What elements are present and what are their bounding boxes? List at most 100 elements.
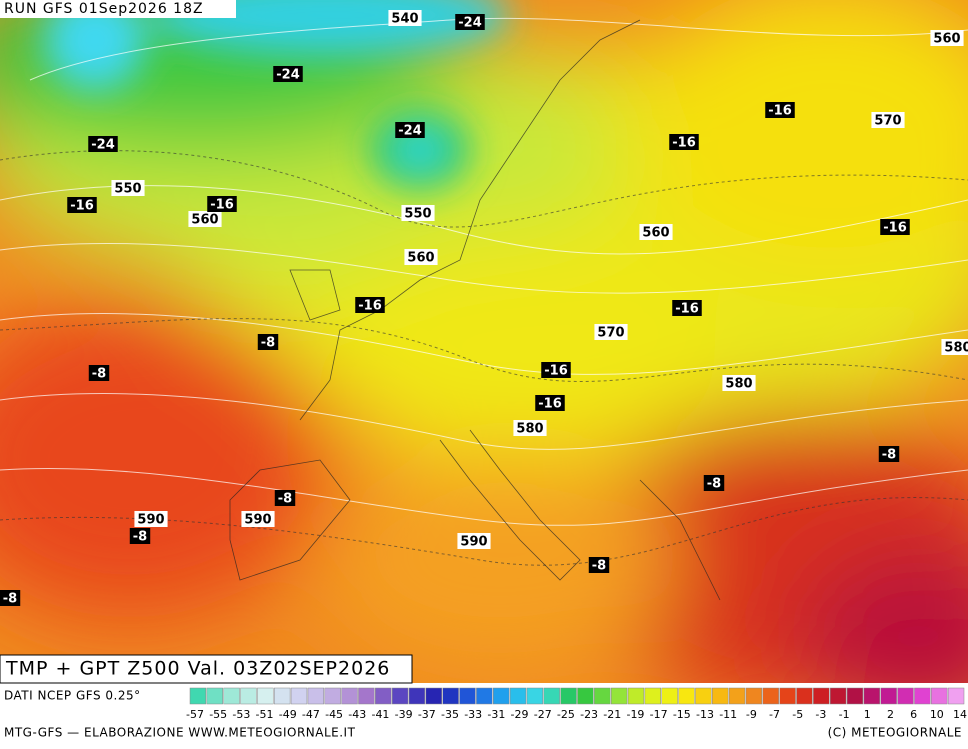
colorbar-swatch <box>661 687 678 705</box>
colorbar-swatch <box>880 687 897 705</box>
height-label-box <box>457 533 491 549</box>
colorbar-swatch <box>627 687 645 705</box>
temperature-label-box <box>67 197 97 213</box>
height-label: 560 <box>407 251 434 266</box>
scale-label: -15 <box>673 708 691 721</box>
height-label-box <box>111 180 145 196</box>
scale-label: -41 <box>371 708 389 721</box>
colorbar-swatch <box>829 687 847 705</box>
height-label-box <box>871 112 905 128</box>
temperature-label-box <box>0 590 21 606</box>
colorbar-swatch <box>375 687 392 705</box>
temperature-field <box>0 0 968 683</box>
colorbar-swatch <box>341 687 358 705</box>
scale-label: 6 <box>910 708 917 721</box>
colorbar-swatch <box>543 687 560 705</box>
colorbar-swatch <box>695 687 712 705</box>
colorbar-swatch <box>290 687 308 705</box>
temperature-label: -8 <box>92 367 106 382</box>
scale-label: -55 <box>209 708 227 721</box>
colorbar-swatch <box>846 687 864 705</box>
temperature-label-box <box>395 122 425 138</box>
scale-label: 2 <box>887 708 894 721</box>
temperature-label-box <box>129 528 151 544</box>
temperature-label-box <box>703 475 725 491</box>
colorbar-swatch <box>442 687 459 705</box>
colorbar-swatch <box>493 687 510 705</box>
temperature-label: -16 <box>672 136 696 151</box>
temperature-label-box <box>273 66 303 82</box>
product-box <box>0 654 413 684</box>
colorbar-swatch <box>240 687 257 705</box>
temperature-label: -24 <box>398 124 422 139</box>
temperature-label-box <box>355 297 385 313</box>
scale-label: -45 <box>325 708 343 721</box>
height-label: 560 <box>642 226 669 241</box>
height-label: 540 <box>391 12 418 27</box>
source-label: DATI NCEP GFS 0.25° <box>4 689 141 703</box>
colorbar-swatch <box>273 687 291 705</box>
temperature-label-box <box>765 102 795 118</box>
temperature-label: -24 <box>276 68 300 83</box>
temperature-label: -8 <box>133 530 147 545</box>
scale-label: -53 <box>232 708 250 721</box>
scale-label: -5 <box>792 708 803 721</box>
temperature-label: -16 <box>768 104 792 119</box>
temperature-label: -16 <box>883 221 907 236</box>
scale-label: -9 <box>746 708 757 721</box>
scale-label: -37 <box>418 708 436 721</box>
colorbar-swatch <box>324 687 341 705</box>
colorbar-swatch <box>779 687 796 705</box>
scale-label: -31 <box>487 708 505 721</box>
run-box <box>0 0 236 18</box>
height-label: 550 <box>404 207 431 222</box>
colorbar-swatch <box>914 687 931 705</box>
colorbar-swatch <box>678 687 695 705</box>
height-label-box <box>241 511 275 527</box>
colorbar-swatch <box>644 687 661 705</box>
height-label-box <box>401 205 435 221</box>
temperature-label: -8 <box>261 336 275 351</box>
colorbar-swatch <box>863 687 881 705</box>
height-label: 580 <box>944 341 968 356</box>
temperature-label: -16 <box>538 397 562 412</box>
temperature-label-box <box>541 362 571 378</box>
height-label-box <box>513 420 547 436</box>
scale-label: -49 <box>279 708 297 721</box>
height-label-box <box>722 375 756 391</box>
colorbar-swatch <box>206 687 223 705</box>
height-label-box <box>404 249 438 265</box>
temperature-label: -16 <box>675 302 699 317</box>
colorbar-swatch <box>509 687 527 705</box>
scale-label: 1 <box>864 708 871 721</box>
scale-label: -1 <box>839 708 850 721</box>
height-label-box <box>388 10 422 26</box>
colorbar-swatch <box>223 687 240 705</box>
temperature-label-box <box>455 14 485 30</box>
temperature-label: -16 <box>210 198 234 213</box>
scale-label: 14 <box>953 708 967 721</box>
temperature-label: -8 <box>882 448 896 463</box>
height-label: 570 <box>874 114 901 129</box>
colorbar-swatch <box>476 687 493 705</box>
temperature-label: -24 <box>91 138 115 153</box>
scale-label: -3 <box>815 708 826 721</box>
temperature-label-box <box>672 300 702 316</box>
scale-label: -43 <box>348 708 366 721</box>
temperature-label: -8 <box>707 477 721 492</box>
scale-label: -39 <box>395 708 413 721</box>
scale-label: -57 <box>186 708 204 721</box>
colorbar-swatch <box>189 687 207 705</box>
scale-label: 10 <box>930 708 944 721</box>
colorbar-swatch <box>813 687 830 705</box>
colorbar-swatch <box>594 687 611 705</box>
temperature-label-box <box>588 557 610 573</box>
height-label: 590 <box>137 513 164 528</box>
colorbar-swatch <box>762 687 779 705</box>
scale-label: -35 <box>441 708 459 721</box>
height-label-box <box>639 224 673 240</box>
temperature-label-box <box>257 334 279 350</box>
temperature-label-box <box>274 490 296 506</box>
